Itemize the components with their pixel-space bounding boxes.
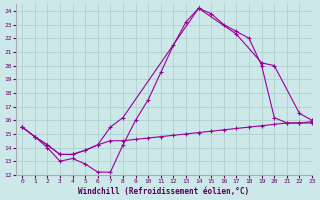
X-axis label: Windchill (Refroidissement éolien,°C): Windchill (Refroidissement éolien,°C)	[78, 187, 250, 196]
